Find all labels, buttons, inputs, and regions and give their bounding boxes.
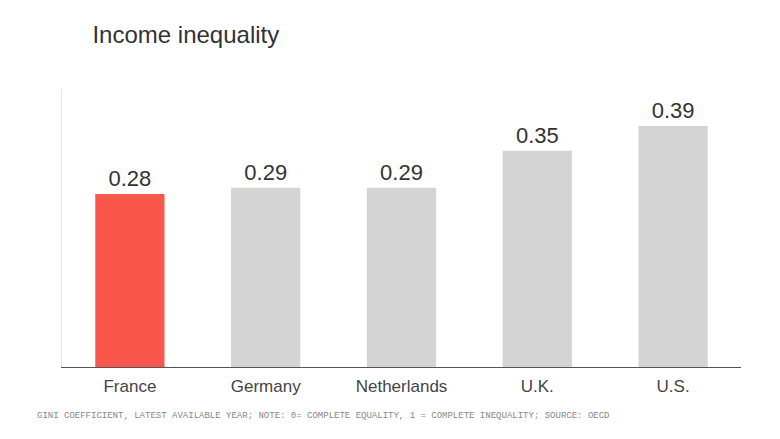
svg-text:0.29: 0.29 xyxy=(380,160,423,185)
svg-text:GINI COEFFICIENT, LATEST AVAIL: GINI COEFFICIENT, LATEST AVAILABLE YEAR;… xyxy=(37,411,610,421)
svg-text:France: France xyxy=(103,377,156,396)
svg-text:0.39: 0.39 xyxy=(652,98,695,123)
svg-text:0.35: 0.35 xyxy=(516,123,559,148)
svg-text:Income inequality: Income inequality xyxy=(92,21,279,48)
svg-text:Germany: Germany xyxy=(231,377,301,396)
svg-text:0.29: 0.29 xyxy=(244,160,287,185)
svg-text:U.S.: U.S. xyxy=(657,377,690,396)
svg-text:0.28: 0.28 xyxy=(108,166,151,191)
svg-text:U.K.: U.K. xyxy=(521,377,554,396)
svg-text:Netherlands: Netherlands xyxy=(356,377,448,396)
